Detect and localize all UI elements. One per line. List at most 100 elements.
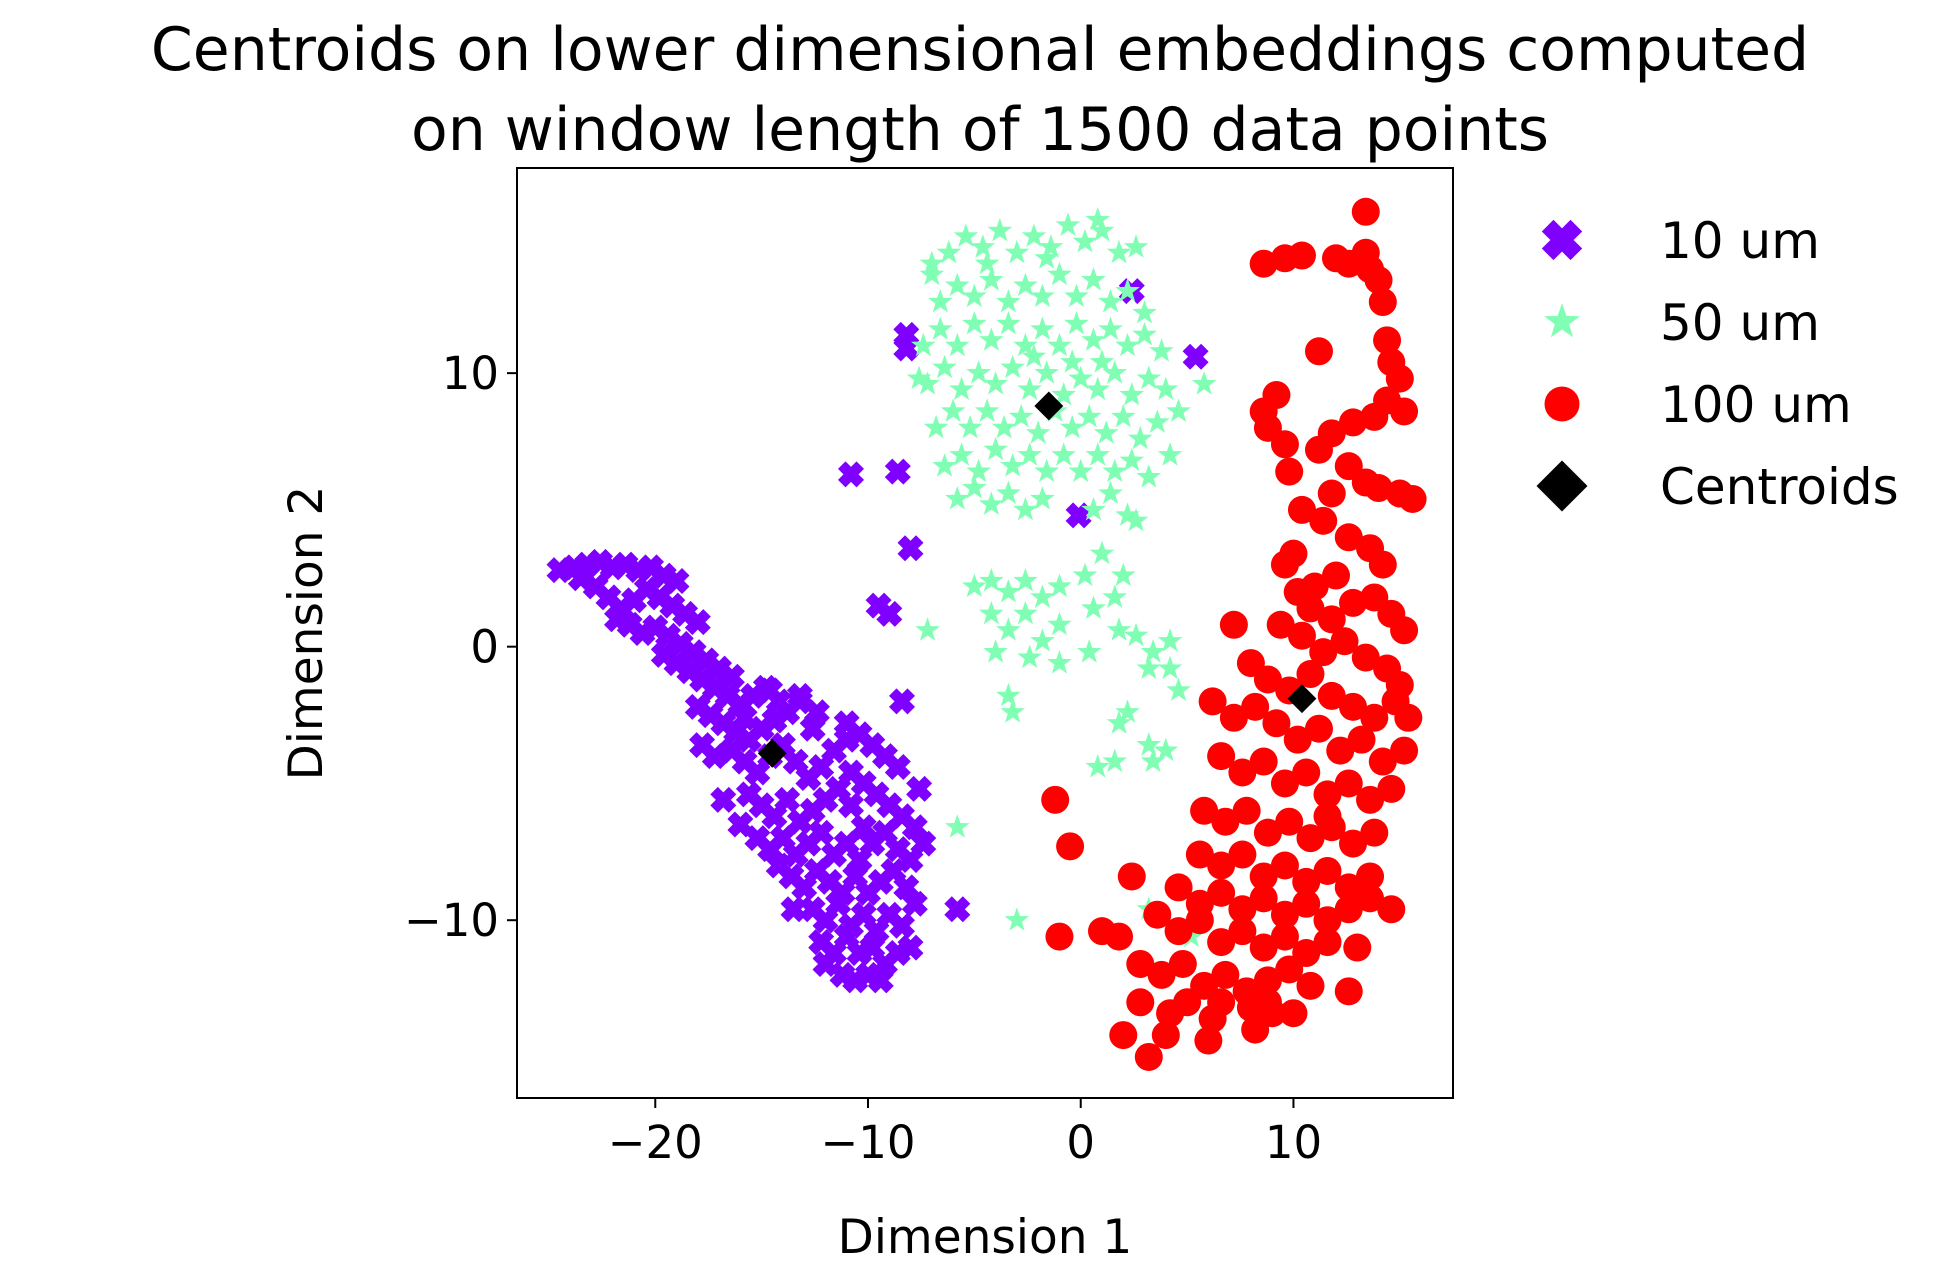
- data-point: [838, 461, 864, 488]
- data-point: [1343, 933, 1372, 962]
- data-point: [1157, 628, 1183, 652]
- data-point: [884, 754, 911, 780]
- data-point: [1394, 703, 1423, 732]
- data-point: [1228, 895, 1257, 924]
- data-point: [991, 414, 1017, 439]
- data-point: [987, 217, 1013, 242]
- legend-item: 10 um: [1541, 212, 1820, 270]
- x-axis: −20 −10 0 10: [608, 1098, 1322, 1169]
- data-point: [1109, 1021, 1138, 1050]
- data-point: [897, 934, 924, 961]
- data-point: [1219, 610, 1248, 639]
- data-point: [1072, 228, 1098, 253]
- y-tick-label: −10: [404, 894, 499, 947]
- data-point: [1110, 403, 1136, 428]
- data-point: [765, 852, 792, 879]
- data-point: [1098, 316, 1123, 340]
- data-point: [1098, 289, 1123, 313]
- data-point: [1088, 917, 1116, 946]
- data-point: [1102, 584, 1128, 608]
- data-point: [1368, 747, 1397, 776]
- data-point: [979, 267, 1004, 291]
- data-point: [1283, 725, 1312, 754]
- data-point: [1089, 349, 1115, 373]
- data-point: [1047, 573, 1072, 597]
- data-point: [1030, 316, 1055, 340]
- data-point: [1013, 272, 1038, 297]
- legend-label: Centroids: [1660, 458, 1899, 516]
- data-point: [1166, 677, 1191, 701]
- data-point: [1117, 862, 1146, 891]
- y-tick-label: 0: [470, 621, 499, 674]
- data-point: [689, 732, 716, 759]
- data-point: [1198, 687, 1227, 716]
- data-points: [546, 197, 1427, 1071]
- data-point: [1270, 430, 1299, 459]
- data-point: [1347, 725, 1376, 754]
- data-point: [1055, 212, 1081, 236]
- data-point: [1093, 420, 1119, 444]
- data-point: [1102, 360, 1128, 384]
- data-point: [1351, 643, 1380, 672]
- data-point: [786, 682, 813, 709]
- data-point: [953, 223, 979, 247]
- data-point: [996, 480, 1021, 504]
- data-point: [1241, 692, 1270, 721]
- data-point: [1207, 878, 1236, 907]
- data-point: [1275, 955, 1304, 984]
- data-point: [757, 738, 787, 768]
- data-point: [983, 639, 1008, 663]
- data-point: [1377, 774, 1406, 803]
- data-point: [919, 250, 945, 275]
- data-point: [1126, 949, 1155, 978]
- data-point: [979, 568, 1004, 592]
- data-point: [1127, 425, 1153, 450]
- data-point: [1185, 906, 1214, 935]
- data-point: [727, 811, 754, 838]
- data-point: [962, 283, 987, 308]
- data-point: [1194, 1026, 1223, 1055]
- data-point: [1287, 621, 1316, 650]
- series-50-um: [906, 207, 1217, 948]
- data-point: [945, 272, 970, 297]
- data-point: [1098, 480, 1123, 504]
- data-point: [1373, 326, 1402, 355]
- data-point: [1279, 999, 1308, 1028]
- data-point: [1132, 321, 1157, 346]
- data-point: [1334, 523, 1363, 552]
- legend-marker: [1544, 386, 1580, 422]
- data-point: [1364, 266, 1393, 295]
- data-point: [1360, 818, 1389, 847]
- data-point: [1038, 234, 1064, 258]
- data-point: [1275, 807, 1304, 836]
- data-point: [1219, 703, 1248, 732]
- data-point: [663, 568, 690, 594]
- data-point: [1317, 479, 1346, 508]
- data-point: [884, 458, 911, 485]
- data-point: [1013, 600, 1038, 625]
- data-point: [940, 398, 966, 422]
- data-point: [1270, 550, 1299, 579]
- data-point: [1085, 207, 1111, 231]
- data-point: [1249, 933, 1278, 962]
- x-axis-label: Dimension 1: [838, 1210, 1133, 1265]
- data-point: [1004, 239, 1030, 264]
- data-point: [850, 814, 877, 841]
- data-point: [889, 912, 915, 939]
- data-point: [803, 699, 830, 726]
- data-point: [1102, 458, 1128, 483]
- data-point: [962, 573, 987, 597]
- data-point: [1106, 710, 1132, 734]
- data-point: [1068, 365, 1094, 390]
- data-point: [1270, 851, 1299, 880]
- data-point: [932, 453, 957, 477]
- data-point: [1021, 343, 1047, 368]
- data-point: [1164, 917, 1193, 946]
- data-point: [1232, 796, 1261, 825]
- data-point: [867, 967, 894, 994]
- data-point: [1364, 474, 1393, 503]
- data-point: [1207, 851, 1236, 880]
- data-point: [1356, 785, 1385, 814]
- data-point: [1334, 977, 1363, 1006]
